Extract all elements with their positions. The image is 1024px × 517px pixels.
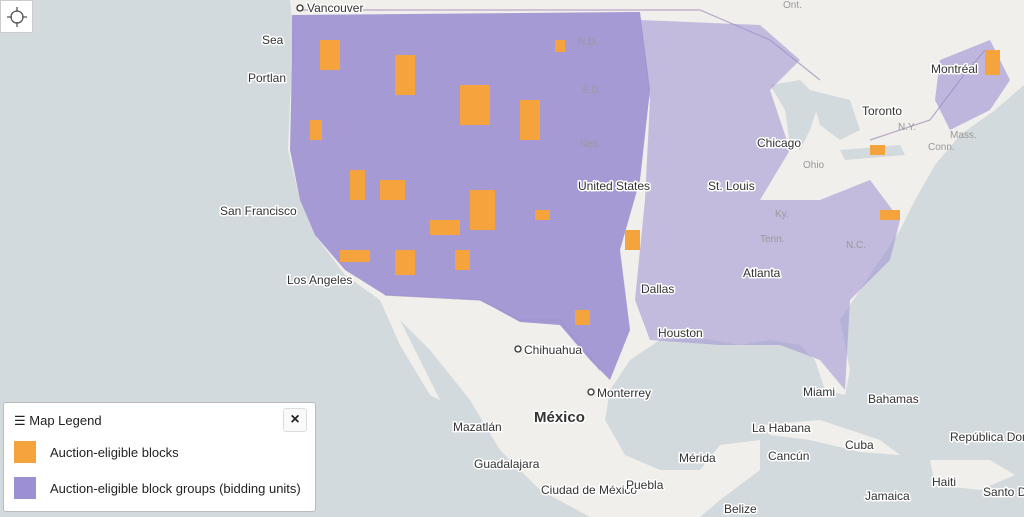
city-label: Atlanta — [743, 266, 781, 280]
city-label: Guadalajara — [474, 457, 540, 471]
legend-title-text: Map Legend — [29, 413, 102, 428]
state-label: Ont. — [783, 0, 802, 11]
legend-item: Auction-eligible blocks — [14, 441, 179, 463]
city-label: San Francisco — [220, 204, 297, 218]
city-label: St. Louis — [708, 179, 755, 193]
legend-label: Auction-eligible block groups (bidding u… — [50, 480, 301, 496]
state-label: Neb. — [580, 139, 601, 150]
locate-icon — [7, 7, 27, 27]
city-label: Portlan — [248, 71, 286, 85]
city-label: Chicago — [757, 136, 801, 150]
state-label: Ohio — [803, 160, 825, 171]
state-label: Ky. — [775, 209, 789, 220]
country-label: República Dominicana — [950, 430, 1024, 444]
state-label: Tenn. — [760, 234, 784, 245]
city-label: Toronto — [862, 104, 902, 118]
country-label: Bahamas — [868, 392, 919, 406]
city-dot — [296, 4, 304, 12]
city-dot — [587, 388, 595, 396]
city-label: Houston — [658, 326, 703, 340]
city-label: Montréal — [931, 62, 978, 76]
city-label: Mérida — [679, 451, 716, 465]
city-label: Monterrey — [597, 386, 651, 400]
country-label: México — [534, 409, 585, 426]
great-lakes — [770, 80, 905, 160]
city-label: Miami — [803, 385, 835, 399]
hispaniola — [930, 460, 1015, 490]
state-label: Conn. — [928, 142, 955, 153]
state-label: S.D. — [582, 85, 601, 96]
locate-button[interactable] — [0, 0, 33, 33]
state-label: N.D. — [578, 37, 598, 48]
city-label: Dallas — [641, 282, 674, 296]
legend-title: ☰ Map Legend — [14, 413, 102, 428]
city-label: Los Angeles — [287, 273, 352, 287]
blocks — [310, 40, 1000, 325]
city-label: Cancún — [768, 449, 809, 463]
close-button[interactable]: × — [283, 408, 307, 432]
city-label: Ciudad de México — [541, 483, 637, 497]
country-label: Haiti — [932, 475, 956, 489]
city-label: Mazatlán — [453, 420, 502, 434]
country-label: Belize — [724, 502, 757, 516]
legend-item: Auction-eligible block groups (bidding u… — [14, 477, 301, 499]
country-label: United States — [578, 179, 650, 193]
state-label: N.C. — [846, 240, 866, 251]
cuba — [760, 420, 900, 455]
legend: ☰ Map Legend × Auction-eligible blocks A… — [3, 402, 316, 512]
swatch — [14, 441, 36, 463]
legend-label: Auction-eligible blocks — [50, 444, 179, 460]
country-label: Jamaica — [865, 489, 910, 503]
country-label: Cuba — [845, 438, 874, 452]
city-label: Sea — [262, 33, 284, 47]
swatch — [14, 477, 36, 499]
city-label: La Habana — [752, 421, 811, 435]
block-groups-east — [635, 20, 900, 390]
city-label: Chihuahua — [524, 343, 582, 357]
city-label: Puebla — [626, 478, 664, 492]
city-dot — [514, 345, 522, 353]
city-label: Santo D — [983, 485, 1024, 499]
city-label: Vancouver — [307, 1, 363, 15]
state-label: Mass. — [950, 130, 977, 141]
state-label: N.Y. — [898, 122, 916, 133]
